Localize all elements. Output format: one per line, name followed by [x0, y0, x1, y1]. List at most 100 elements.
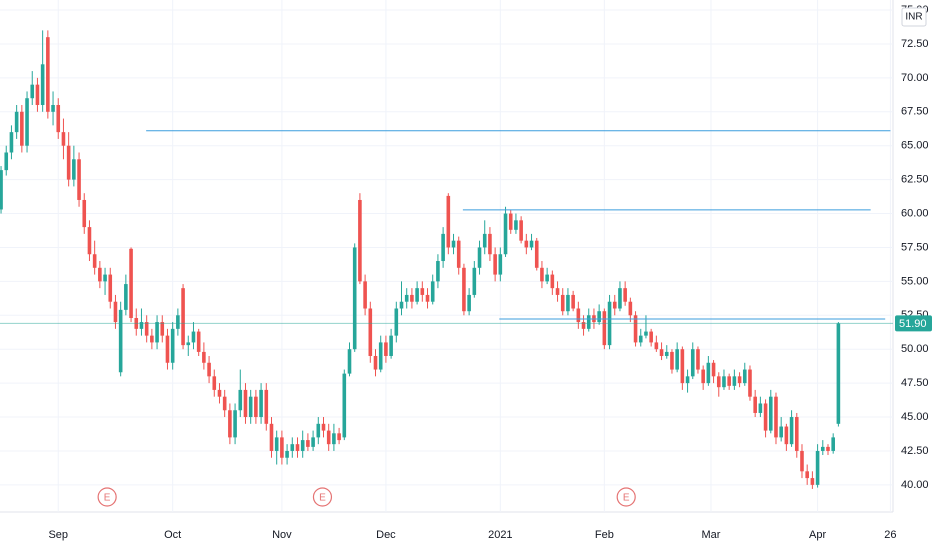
event-marker: [616, 487, 636, 507]
candle-body: [347, 349, 352, 374]
candle-body: [815, 450, 820, 485]
candle-body: [451, 240, 456, 248]
candle-body: [222, 396, 227, 411]
candle-body: [690, 349, 695, 377]
candle-body: [789, 417, 794, 445]
candle-body: [373, 355, 378, 370]
candle-body: [784, 426, 789, 445]
candle-body: [602, 311, 607, 346]
candle-body: [410, 294, 414, 302]
candle-body: [618, 288, 622, 309]
candle-body: [571, 294, 575, 309]
candle-body: [488, 233, 492, 255]
candle-body: [316, 423, 321, 438]
candle-body: [238, 389, 243, 411]
candle-body: [529, 240, 534, 248]
candle-body: [545, 274, 549, 282]
candle-body: [155, 322, 159, 343]
candle-body: [77, 159, 81, 200]
candle-body: [659, 349, 664, 356]
candle-body: [472, 267, 477, 295]
candle-body: [332, 433, 336, 445]
candle-body: [649, 331, 653, 343]
candle-body: [628, 301, 633, 316]
candle-body: [566, 294, 570, 312]
candle-body: [638, 335, 643, 343]
candle-body: [144, 322, 149, 336]
y-tick-label: 72.50: [901, 38, 929, 50]
candle-body: [233, 410, 237, 438]
candle-body: [404, 294, 409, 302]
candle-body: [243, 389, 248, 418]
candle-body: [836, 323, 841, 424]
candle-body: [248, 396, 253, 418]
candle-body: [810, 478, 815, 485]
event-label: E: [319, 493, 326, 504]
x-tick-label: Dec: [376, 529, 396, 541]
candle-body: [477, 247, 482, 268]
candle-body: [831, 437, 835, 451]
candle-body: [113, 301, 118, 323]
candle-body: [358, 199, 362, 282]
candle-body: [285, 450, 289, 458]
y-tick-label: 57.50: [901, 241, 929, 253]
y-tick-label: 40.00: [901, 479, 929, 491]
candle-body: [311, 437, 315, 447]
candle-body: [737, 376, 742, 384]
candle-body: [150, 335, 154, 343]
candle-body: [389, 335, 393, 356]
candle-body: [191, 331, 196, 343]
candle-body: [436, 261, 440, 282]
candle-body: [46, 37, 50, 112]
candle-body: [378, 342, 383, 370]
candle-body: [716, 376, 721, 388]
candle-body: [274, 437, 279, 451]
candle-body: [321, 423, 326, 431]
currency-box[interactable]: [901, 7, 927, 27]
y-tick-label: 42.50: [901, 445, 929, 457]
candle-body: [352, 247, 357, 350]
candle-body: [446, 195, 451, 248]
y-tick-label: 62.50: [901, 174, 929, 186]
candle-body: [202, 351, 206, 363]
y-tick-label: 50.00: [901, 343, 929, 355]
candle-body: [165, 335, 170, 363]
x-tick-label: 26: [884, 529, 896, 541]
candle-body: [326, 430, 331, 445]
candle-body: [51, 105, 55, 112]
x-tick-label: Sep: [48, 529, 68, 541]
candle-body: [800, 450, 804, 472]
candle-body: [420, 288, 425, 295]
candle-body: [820, 446, 825, 451]
candle-body: [160, 322, 165, 336]
candle-body: [196, 331, 201, 352]
candle-body: [670, 351, 674, 370]
x-tick-label: Mar: [701, 529, 720, 541]
candle-body: [467, 294, 471, 312]
event-label: E: [623, 493, 630, 504]
candle-body: [503, 213, 508, 255]
candle-body: [4, 152, 9, 171]
candle-body: [87, 227, 92, 255]
candle-body: [35, 84, 40, 106]
candle-body: [61, 132, 66, 146]
candle-body: [425, 294, 430, 302]
candle-body: [217, 389, 222, 397]
candle-body: [394, 308, 399, 336]
candle-body: [82, 199, 87, 228]
candle-body: [20, 111, 24, 146]
candle-body: [290, 444, 295, 451]
candle-body: [664, 351, 669, 356]
candle-body: [415, 288, 419, 302]
candle-body: [696, 349, 700, 370]
candle-body: [742, 369, 747, 384]
candle-body: [586, 315, 591, 329]
candle-body: [597, 311, 601, 323]
candle-body: [124, 284, 128, 310]
candle-body: [514, 220, 518, 230]
y-tick-label: 45.00: [901, 411, 929, 423]
candle-body: [430, 281, 435, 302]
currency-label: INR: [905, 12, 922, 23]
